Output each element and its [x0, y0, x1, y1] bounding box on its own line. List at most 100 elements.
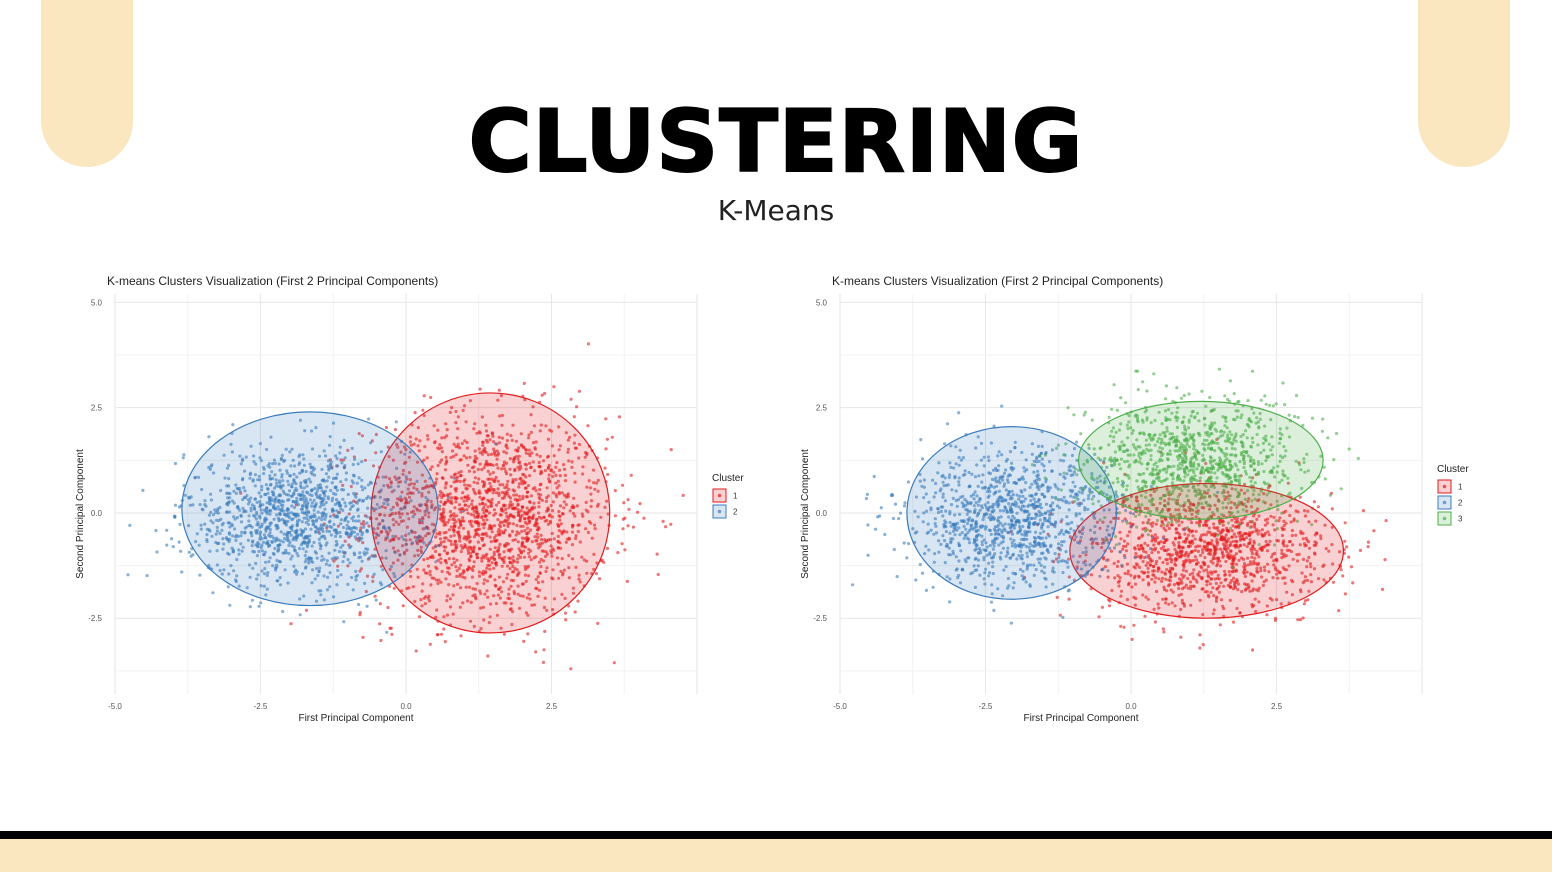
- data-point: [259, 601, 263, 605]
- data-point: [529, 430, 533, 434]
- data-point: [534, 539, 538, 543]
- data-point: [380, 556, 384, 560]
- data-point: [620, 483, 625, 487]
- data-point: [353, 535, 357, 539]
- y-tick-label: -2.5: [88, 614, 102, 623]
- data-point: [332, 559, 336, 563]
- data-point: [523, 555, 527, 559]
- data-point: [527, 518, 531, 522]
- data-point: [497, 491, 501, 495]
- data-point: [342, 620, 346, 624]
- data-point: [465, 440, 469, 445]
- data-point: [517, 531, 521, 536]
- data-point: [511, 478, 515, 482]
- data-point: [214, 532, 218, 536]
- data-point: [391, 561, 395, 565]
- data-point: [548, 519, 552, 523]
- data-point: [572, 496, 576, 500]
- data-point: [623, 548, 627, 552]
- data-point: [388, 567, 392, 571]
- data-point: [328, 563, 332, 567]
- data-point: [538, 454, 542, 458]
- data-point: [511, 480, 515, 484]
- data-point: [357, 476, 361, 480]
- data-point: [436, 581, 440, 586]
- data-point: [458, 605, 462, 609]
- data-point: [560, 592, 564, 596]
- data-point: [520, 482, 524, 486]
- data-point: [155, 550, 159, 554]
- data-point: [487, 511, 491, 515]
- data-point: [477, 477, 481, 481]
- data-point: [550, 444, 555, 448]
- data-point: [495, 549, 499, 553]
- data-point: [524, 463, 529, 467]
- data-point: [604, 447, 608, 451]
- data-point: [564, 503, 568, 507]
- data-point: [414, 649, 418, 653]
- data-point: [563, 473, 567, 477]
- data-point: [525, 490, 530, 494]
- data-point: [1341, 574, 1345, 578]
- data-point: [378, 495, 382, 499]
- data-point: [220, 572, 224, 576]
- data-point: [523, 529, 527, 533]
- data-point: [187, 524, 191, 528]
- data-point: [459, 550, 463, 554]
- data-point: [485, 589, 489, 593]
- data-point: [479, 606, 483, 610]
- data-point: [635, 510, 640, 514]
- data-point: [502, 561, 506, 565]
- data-point: [497, 500, 501, 505]
- data-point: [499, 525, 503, 529]
- data-point: [419, 545, 423, 549]
- data-point: [508, 608, 512, 612]
- data-point: [560, 557, 564, 561]
- data-point: [516, 507, 520, 512]
- data-point: [545, 566, 549, 570]
- data-point: [173, 461, 178, 466]
- data-point: [489, 540, 493, 544]
- data-point: [534, 555, 538, 559]
- data-point: [400, 562, 405, 566]
- data-point: [468, 539, 472, 543]
- data-point: [445, 459, 449, 463]
- data-point: [482, 511, 486, 515]
- data-point: [1100, 605, 1104, 609]
- data-point: [442, 531, 446, 535]
- data-point: [493, 524, 497, 528]
- data-point: [494, 561, 498, 565]
- data-point: [482, 618, 486, 622]
- data-point: [404, 533, 408, 537]
- data-point: [449, 455, 453, 460]
- data-point: [416, 553, 420, 557]
- data-point: [380, 505, 384, 509]
- data-point: [613, 489, 617, 493]
- data-point: [177, 540, 181, 544]
- data-point: [1075, 440, 1079, 444]
- data-point: [592, 552, 596, 556]
- data-point: [445, 566, 450, 570]
- data-point: [438, 537, 443, 541]
- data-point: [1366, 545, 1370, 549]
- data-point: [547, 514, 552, 518]
- data-point: [482, 505, 486, 510]
- data-point: [488, 523, 492, 527]
- data-point: [413, 530, 417, 534]
- data-point: [538, 465, 542, 469]
- data-point: [173, 515, 177, 519]
- data-point: [531, 405, 535, 409]
- data-point: [473, 460, 477, 464]
- data-point: [412, 486, 416, 490]
- data-point: [563, 596, 567, 600]
- data-point: [496, 487, 500, 491]
- data-point: [433, 549, 438, 554]
- data-point: [372, 572, 376, 576]
- data-point: [574, 565, 578, 569]
- data-point: [512, 457, 516, 462]
- data-point: [429, 395, 433, 400]
- data-point: [189, 554, 193, 558]
- data-point: [374, 451, 378, 455]
- data-point: [469, 551, 473, 555]
- data-point: [521, 524, 525, 528]
